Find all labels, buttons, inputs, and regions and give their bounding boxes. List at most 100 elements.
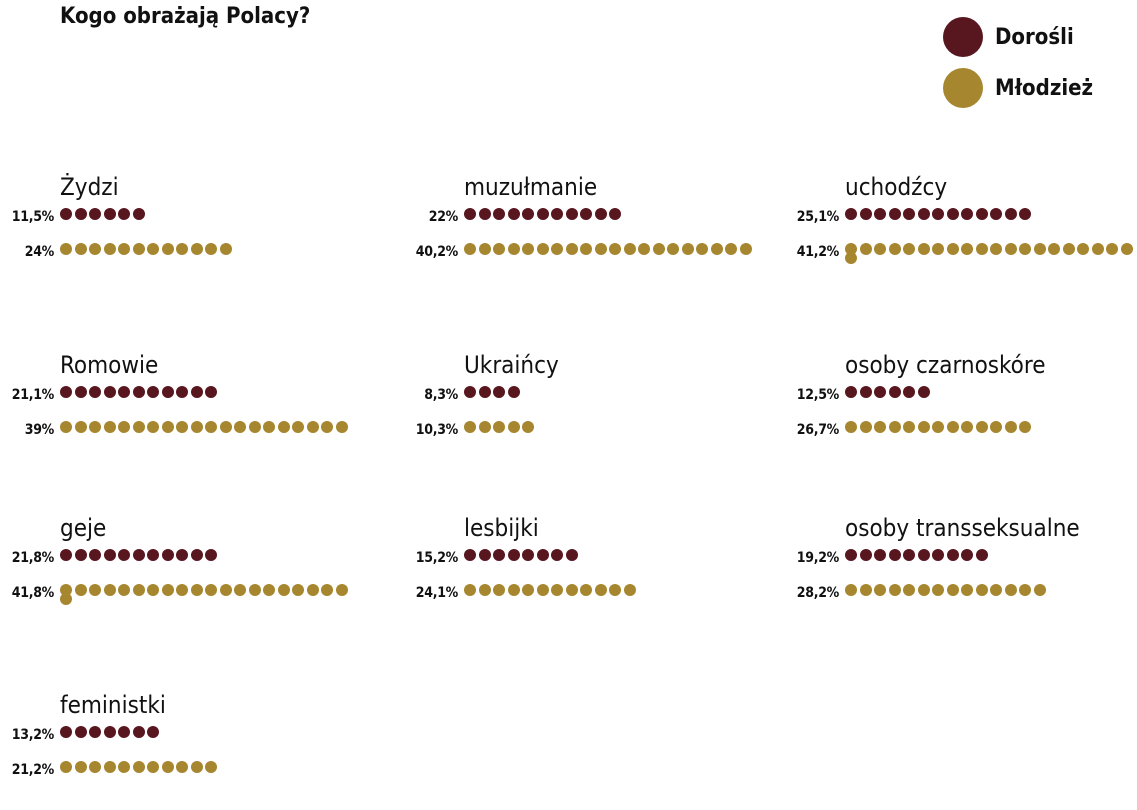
- dot-mark: [537, 549, 549, 561]
- panel-title: Żydzi: [60, 172, 119, 202]
- dot-mark: [551, 549, 563, 561]
- dot-mark: [609, 584, 621, 596]
- dot-mark: [205, 761, 217, 773]
- value-label: 15,2%: [416, 550, 458, 566]
- dot-mark: [118, 243, 130, 255]
- value-label: 25,1%: [797, 209, 839, 225]
- dot-mark: [89, 386, 101, 398]
- dot-mark: [595, 584, 607, 596]
- chart-title: Kogo obrażają Polacy?: [60, 0, 310, 34]
- dot-mark: [874, 208, 886, 220]
- dot-mark: [104, 549, 116, 561]
- dot-mark: [1092, 243, 1104, 255]
- dot-mark: [191, 243, 203, 255]
- dot-mark: [278, 584, 290, 596]
- dot-mark: [321, 421, 333, 433]
- dot-mark: [147, 549, 159, 561]
- dot-mark: [860, 208, 872, 220]
- value-label: 8,3%: [424, 387, 458, 403]
- value-label: 40,2%: [416, 244, 458, 260]
- value-label: 24%: [25, 244, 54, 260]
- value-label: 22%: [429, 209, 458, 225]
- value-label: 21,8%: [12, 550, 54, 566]
- dot-mark: [60, 208, 72, 220]
- dot-mark: [133, 421, 145, 433]
- dot-mark: [60, 549, 72, 561]
- dot-mark: [961, 208, 973, 220]
- dot-mark: [89, 549, 101, 561]
- dot-mark: [133, 761, 145, 773]
- panel-title: geje: [60, 513, 106, 543]
- dot-mark: [60, 421, 72, 433]
- dot-mark: [522, 549, 534, 561]
- dot-mark: [609, 208, 621, 220]
- dot-mark: [874, 243, 886, 255]
- dot-mark: [595, 208, 607, 220]
- dot-mark: [990, 243, 1002, 255]
- dot-mark: [336, 421, 348, 433]
- dot-mark: [874, 386, 886, 398]
- legend-label-youth: Młodzież: [995, 76, 1093, 101]
- dot-mark: [889, 243, 901, 255]
- panel-title: Ukraińcy: [464, 350, 559, 380]
- dot-mark: [947, 584, 959, 596]
- legend-swatch-youth: [943, 68, 983, 108]
- dot-mark: [976, 421, 988, 433]
- dot-mark: [961, 421, 973, 433]
- dot-mark: [479, 208, 491, 220]
- dot-mark: [874, 421, 886, 433]
- dot-mark: [976, 584, 988, 596]
- dot-mark: [860, 584, 872, 596]
- dot-mark: [205, 584, 217, 596]
- dot-mark: [537, 584, 549, 596]
- dot-mark: [60, 761, 72, 773]
- dot-mark: [89, 243, 101, 255]
- dot-mark: [89, 421, 101, 433]
- dot-mark: [234, 421, 246, 433]
- dot-mark: [609, 243, 621, 255]
- dot-mark: [889, 549, 901, 561]
- dot-mark: [89, 726, 101, 738]
- dot-mark: [845, 386, 857, 398]
- dot-mark: [903, 243, 915, 255]
- dot-mark: [75, 549, 87, 561]
- dot-mark: [903, 386, 915, 398]
- panel-title: uchodźcy: [845, 172, 947, 202]
- dot-mark: [653, 243, 665, 255]
- panel-title: Romowie: [60, 350, 158, 380]
- value-label: 19,2%: [797, 550, 839, 566]
- dot-mark: [75, 761, 87, 773]
- dot-mark: [191, 421, 203, 433]
- dot-mark: [147, 386, 159, 398]
- dot-mark: [133, 208, 145, 220]
- dot-mark: [990, 208, 1002, 220]
- dot-mark: [292, 584, 304, 596]
- dot-mark: [947, 421, 959, 433]
- dot-mark: [1106, 243, 1118, 255]
- dot-mark: [147, 761, 159, 773]
- dot-mark: [133, 726, 145, 738]
- dot-mark: [566, 549, 578, 561]
- value-label: 12,5%: [797, 387, 839, 403]
- value-label: 39%: [25, 422, 54, 438]
- dot-mark: [566, 243, 578, 255]
- dot-mark: [580, 584, 592, 596]
- dot-mark: [249, 584, 261, 596]
- dot-mark: [162, 421, 174, 433]
- dot-mark: [1034, 243, 1046, 255]
- dot-mark: [220, 421, 232, 433]
- dot-mark: [1005, 421, 1017, 433]
- dot-mark: [1019, 584, 1031, 596]
- dot-mark: [75, 726, 87, 738]
- dot-mark: [947, 549, 959, 561]
- dot-mark: [104, 726, 116, 738]
- dot-mark: [133, 386, 145, 398]
- value-label: 26,7%: [797, 422, 839, 438]
- legend-swatch-adults: [943, 17, 983, 57]
- dot-mark: [522, 208, 534, 220]
- dot-mark: [537, 208, 549, 220]
- dot-mark: [118, 421, 130, 433]
- value-label: 21,1%: [12, 387, 54, 403]
- dot-mark: [1063, 243, 1075, 255]
- dot-mark: [889, 584, 901, 596]
